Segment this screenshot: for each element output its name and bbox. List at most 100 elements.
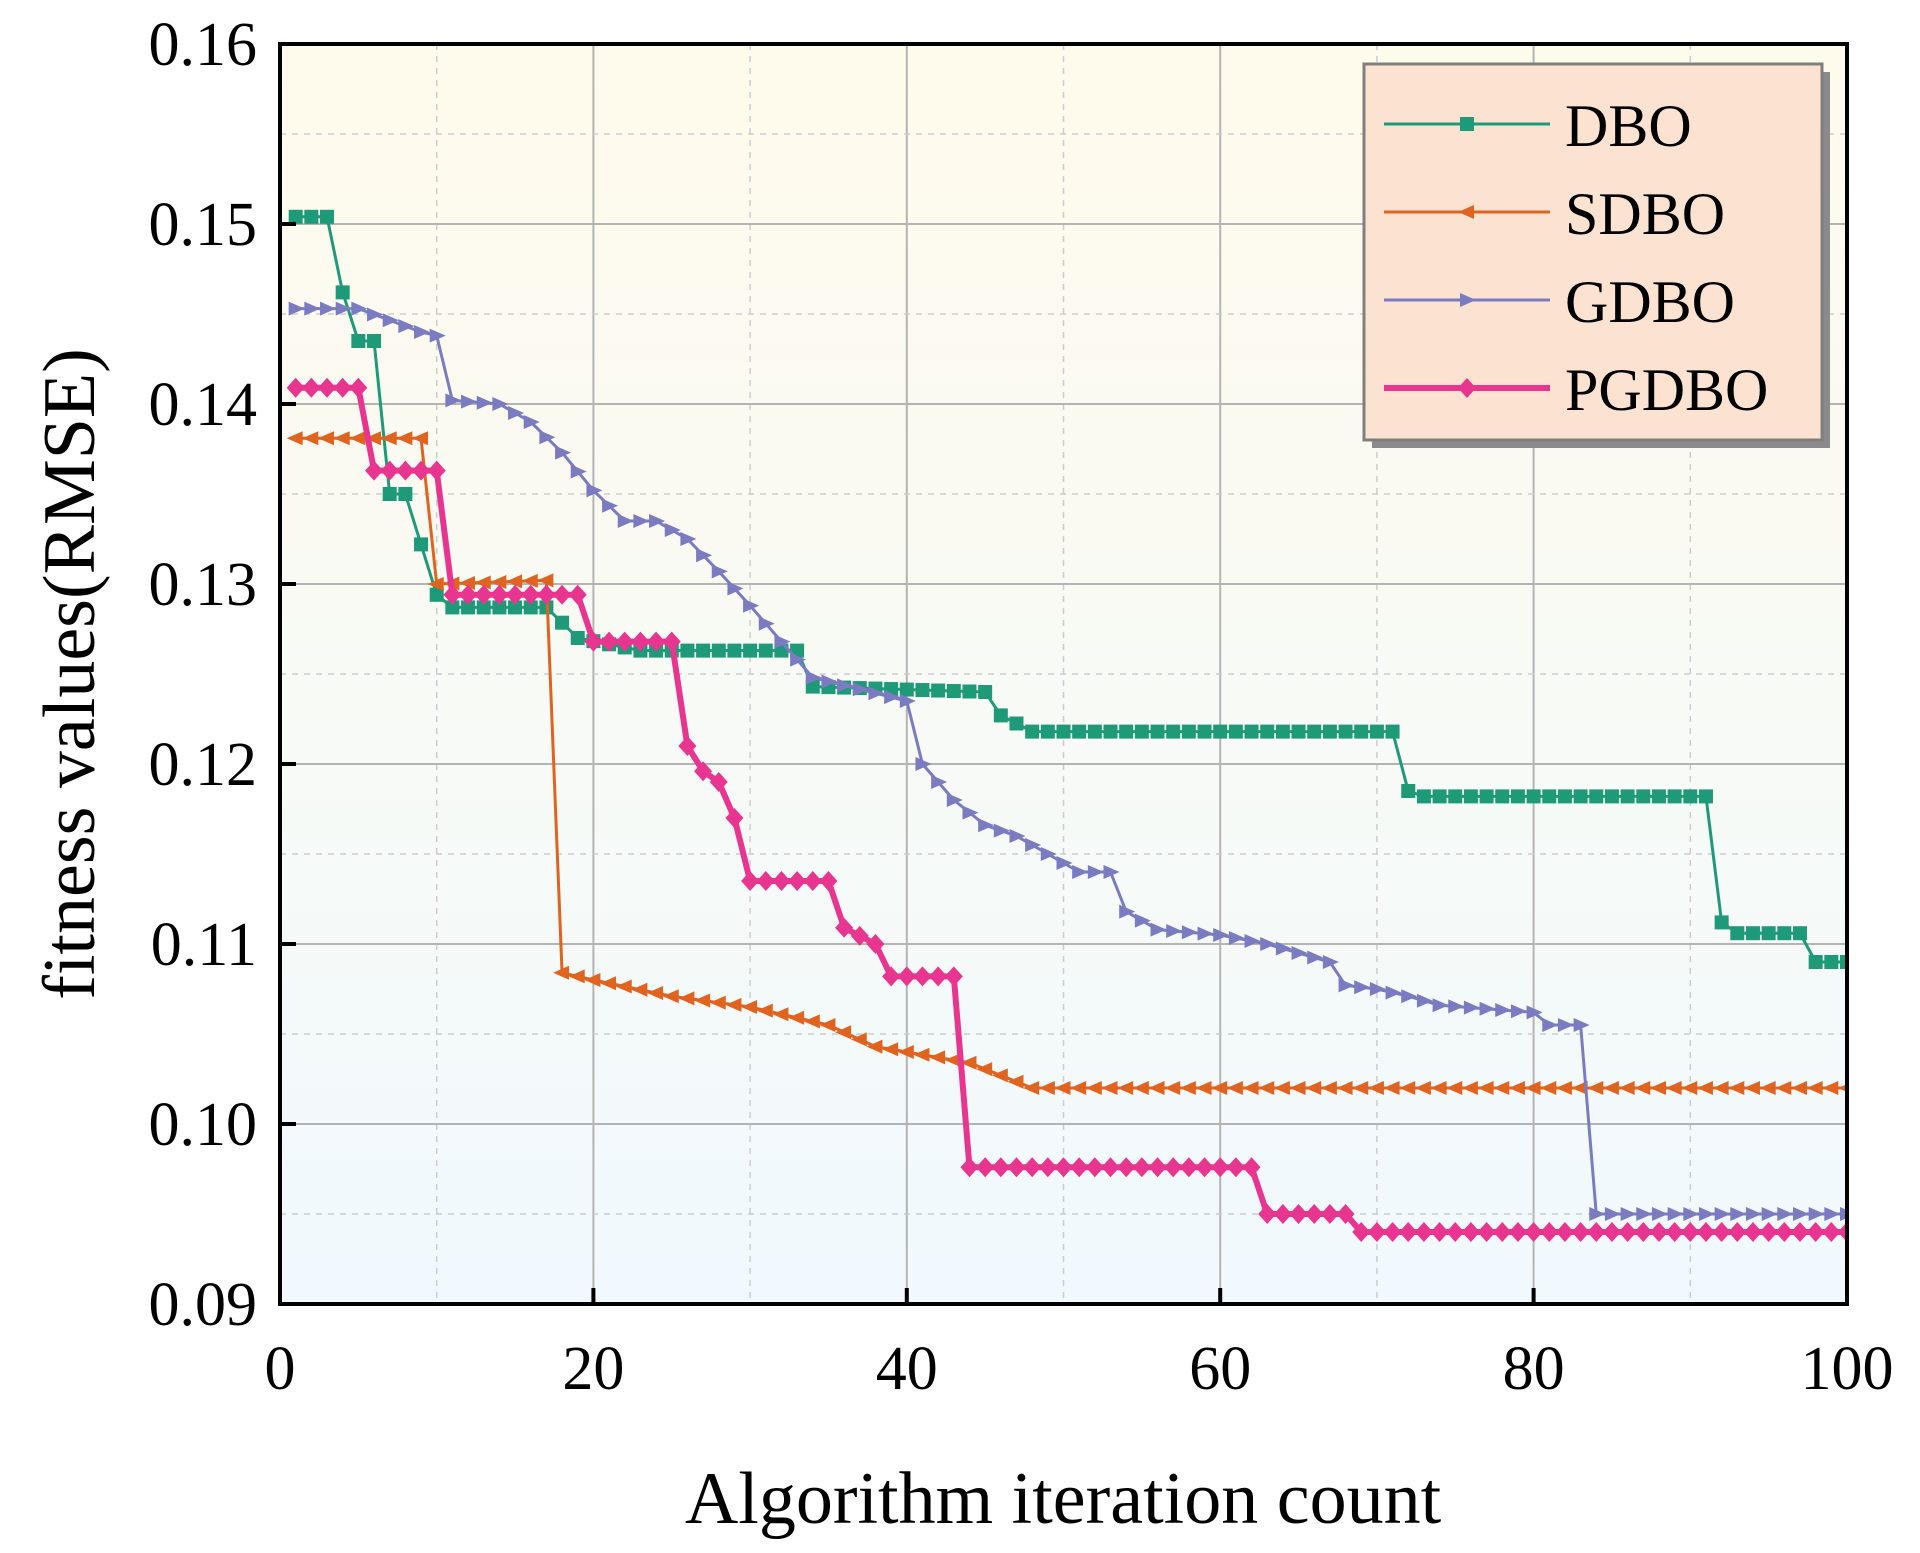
point-gdbo [1025, 838, 1042, 852]
point-gdbo [1166, 923, 1183, 938]
point-sdbo [365, 431, 382, 446]
point-sdbo [1430, 1081, 1447, 1095]
x-tick-label: 40 [876, 1335, 938, 1403]
point-gdbo [899, 694, 916, 708]
point-dbo [1808, 955, 1823, 969]
point-pgdbo [459, 584, 478, 605]
point-gdbo [774, 634, 791, 649]
point-dbo [476, 600, 491, 615]
point-sdbo [1759, 1081, 1776, 1095]
y-tick-label: 0.16 [149, 11, 258, 79]
point-sdbo [1806, 1081, 1823, 1095]
point-sdbo [1070, 1081, 1087, 1095]
point-dbo [1009, 716, 1024, 731]
point-gdbo [1103, 865, 1120, 879]
point-pgdbo [443, 584, 462, 605]
point-dbo [1432, 789, 1447, 804]
point-gdbo [1244, 934, 1261, 948]
point-pgdbo [1211, 1157, 1230, 1178]
point-gdbo [852, 682, 869, 697]
point-pgdbo [1383, 1222, 1402, 1242]
point-dbo [993, 708, 1008, 723]
point-pgdbo [553, 584, 572, 605]
point-sdbo [1179, 1081, 1196, 1095]
point-sdbo [803, 1014, 820, 1029]
point-pgdbo [741, 871, 760, 891]
point-sdbo [631, 982, 648, 997]
point-sdbo [1571, 1081, 1588, 1095]
point-dbo [1244, 724, 1259, 739]
point-pgdbo [1430, 1222, 1449, 1242]
point-dbo [1557, 789, 1572, 804]
point-pgdbo [1054, 1157, 1073, 1178]
point-dbo [1197, 724, 1212, 739]
point-pgdbo [1461, 1222, 1480, 1242]
point-gdbo [711, 564, 728, 579]
point-sdbo [1226, 1081, 1243, 1095]
point-pgdbo [960, 1157, 979, 1178]
point-gdbo [680, 532, 697, 546]
point-pgdbo [412, 460, 431, 481]
point-dbo [1777, 926, 1792, 941]
point-sdbo [412, 431, 429, 446]
point-pgdbo [1132, 1157, 1151, 1178]
point-gdbo [1228, 931, 1245, 945]
point-gdbo [1714, 1207, 1731, 1221]
point-pgdbo [1070, 1157, 1089, 1178]
legend-label-pgdbo: PGDBO [1565, 357, 1768, 423]
point-sdbo [568, 969, 585, 984]
point-sdbo [1649, 1081, 1666, 1095]
point-pgdbo [725, 808, 744, 828]
point-pgdbo [662, 631, 681, 652]
point-pgdbo [1305, 1204, 1324, 1224]
point-sdbo [1273, 1081, 1290, 1095]
series-dbo [288, 209, 1847, 969]
point-pgdbo [1258, 1204, 1277, 1224]
point-gdbo [1401, 989, 1418, 1004]
point-dbo [367, 334, 382, 348]
point-pgdbo [1336, 1204, 1355, 1224]
legend-marker-gdbo [1460, 293, 1476, 307]
point-dbo [1745, 926, 1760, 941]
point-sdbo [1258, 1081, 1275, 1095]
point-dbo [508, 600, 523, 615]
point-gdbo [1354, 980, 1371, 995]
point-dbo [1463, 789, 1478, 804]
point-pgdbo [1414, 1222, 1433, 1242]
point-pgdbo [1477, 1222, 1496, 1242]
point-sdbo [1508, 1081, 1525, 1095]
point-sdbo [960, 1055, 977, 1070]
point-dbo [1056, 724, 1071, 739]
point-dbo [680, 643, 695, 658]
point-gdbo [1307, 950, 1324, 965]
point-gdbo [539, 430, 556, 445]
point-dbo [492, 600, 507, 615]
point-pgdbo [1399, 1222, 1418, 1242]
x-axis-title: Algorithm iteration count [685, 1458, 1442, 1540]
point-sdbo [1023, 1081, 1040, 1095]
point-sdbo [1681, 1081, 1698, 1095]
point-sdbo [1195, 1081, 1212, 1095]
point-pgdbo [1195, 1157, 1214, 1178]
point-gdbo [1573, 1018, 1590, 1032]
point-sdbo [1540, 1081, 1557, 1095]
point-pgdbo [474, 584, 493, 605]
point-gdbo [1416, 993, 1433, 1008]
plot-frame [278, 42, 1849, 1306]
point-gdbo [1683, 1207, 1700, 1221]
point-gdbo [1589, 1207, 1606, 1221]
point-sdbo [1117, 1081, 1134, 1095]
point-sdbo [1696, 1081, 1713, 1095]
point-pgdbo [1038, 1157, 1057, 1178]
point-sdbo [506, 574, 523, 589]
point-sdbo [976, 1062, 993, 1077]
point-sdbo [835, 1025, 852, 1040]
point-gdbo [1510, 1004, 1527, 1019]
point-gdbo [664, 523, 681, 537]
point-dbo [1322, 724, 1337, 739]
point-sdbo [1634, 1081, 1651, 1095]
point-pgdbo [1226, 1157, 1245, 1178]
point-dbo [1150, 724, 1165, 739]
point-pgdbo [1665, 1222, 1684, 1242]
point-dbo [1040, 724, 1055, 739]
